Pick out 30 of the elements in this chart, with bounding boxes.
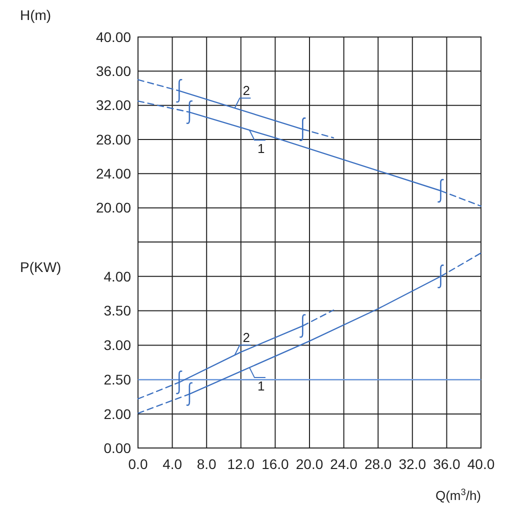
series-label: 2: [242, 83, 250, 98]
x-tick-label: 20.0: [296, 456, 324, 472]
x-tick-label: 4.0: [162, 456, 182, 472]
y-tick-label: 2.00: [104, 406, 132, 422]
x-axis-title: Q(m$^{3}$/h): [435, 487, 481, 503]
y-tick-label: 2.50: [104, 372, 132, 388]
x-tick-label: 0.0: [128, 456, 148, 472]
y-tick-label: 36.00: [96, 63, 132, 80]
y-tick-label: 28.00: [96, 131, 132, 148]
y-tick-label: 24.00: [96, 166, 132, 182]
y-tick-label: 0.00: [104, 440, 132, 456]
y-tick-label: 3.00: [104, 337, 132, 354]
x-tick-label: 36.0: [433, 456, 461, 472]
y-axis-title: H(m): [20, 7, 52, 23]
y-tick-label: 4.00: [104, 268, 132, 284]
y-tick-label: 3.50: [104, 302, 132, 319]
x-tick-label: 28.0: [364, 456, 392, 472]
y-axis-title: P(KW): [20, 259, 62, 275]
x-tick-label: 24.0: [330, 456, 358, 472]
series-label: 2: [242, 330, 250, 346]
legend-label: 1: [257, 378, 265, 394]
x-tick-label: 40.0: [467, 456, 495, 472]
x-tick-label: 8.0: [196, 456, 217, 472]
x-tick-label: 16.0: [262, 456, 290, 472]
y-tick-label: 20.00: [96, 200, 132, 216]
y-tick-label: 32.00: [96, 97, 132, 114]
y-tick-label: 40.00: [96, 28, 132, 45]
legend-label: 1: [257, 141, 265, 156]
x-tick-label: 32.0: [398, 456, 426, 472]
x-tick-label: 12.0: [227, 456, 255, 472]
